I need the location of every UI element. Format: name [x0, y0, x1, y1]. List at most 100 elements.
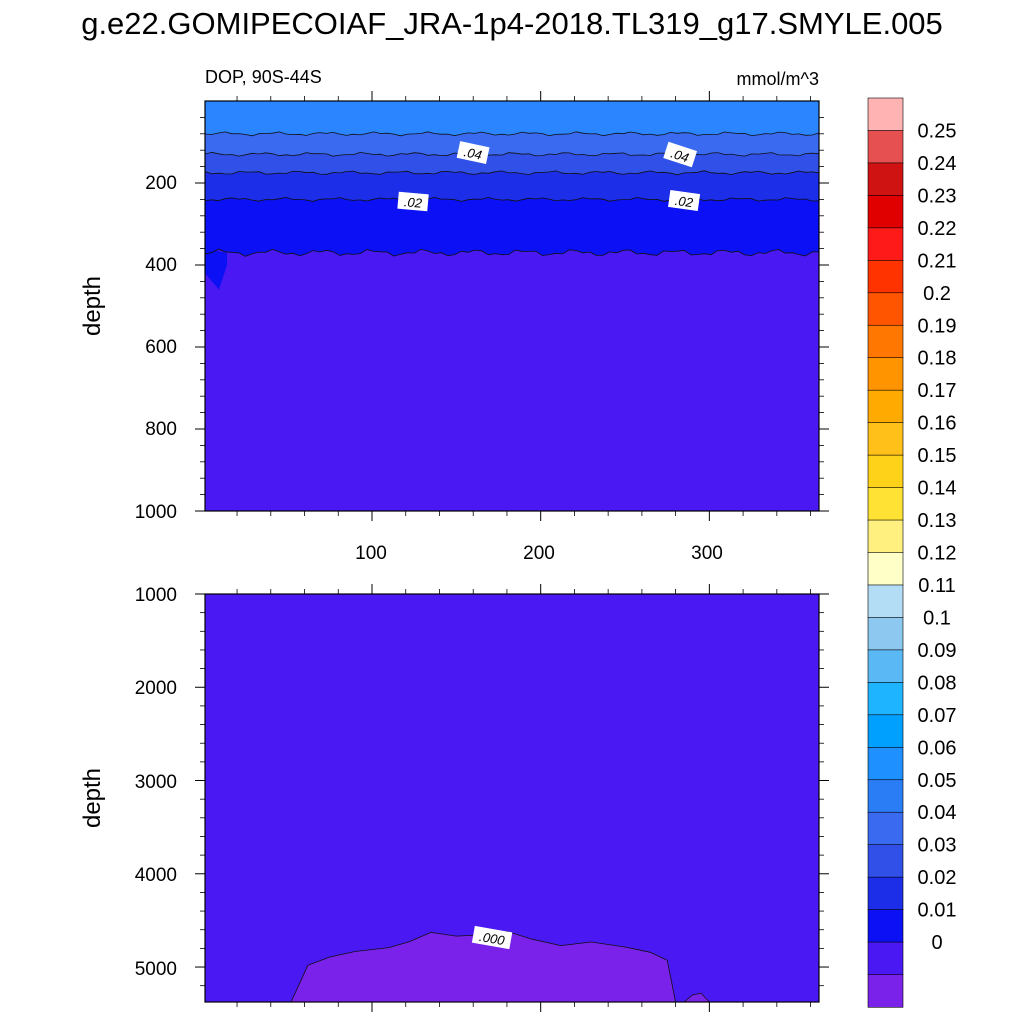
colorbar-label: 0.24 — [918, 153, 957, 175]
contour-line — [204, 131, 820, 137]
colorbar-box — [867, 552, 904, 586]
colorbar-box — [867, 324, 904, 359]
colorbar-box — [867, 97, 904, 132]
upper-ylabel: depth — [79, 276, 106, 336]
colorbar-label: 0.14 — [918, 478, 957, 500]
colorbar-box — [867, 584, 904, 619]
colorbar-box — [867, 779, 904, 813]
upper-bands — [205, 101, 819, 512]
colorbar-box — [867, 227, 904, 261]
lower-ytick-label: 4000 — [135, 865, 177, 886]
colorbar-label: 0.03 — [918, 835, 957, 857]
svg-text:.04: .04 — [462, 144, 483, 162]
colorbar-box — [867, 260, 904, 294]
colorbar-box — [867, 454, 904, 489]
colorbar-box — [867, 292, 904, 326]
colorbar-label: 0.18 — [918, 348, 957, 370]
contour-line — [204, 151, 820, 157]
colorbar-label: 0 — [931, 932, 942, 954]
colorbar-box — [867, 422, 904, 456]
lower-ytick-label: 3000 — [135, 772, 177, 793]
colorbar-box — [867, 844, 904, 878]
colorbar-box — [867, 746, 904, 781]
colorbar-label: 0.22 — [918, 218, 957, 240]
variable-label: DOP, 90S-44S — [205, 67, 322, 87]
contour-label: .02 — [397, 191, 429, 212]
units-label: mmol/m^3 — [737, 69, 819, 89]
contour-label: .04 — [663, 141, 698, 168]
colorbar-box — [867, 811, 904, 846]
main-title: g.e22.GOMIPECOIAF_JRA-1p4-2018.TL319_g17… — [81, 6, 943, 41]
colorbar-label: 0.16 — [918, 413, 957, 435]
colorbar-label: 0.02 — [918, 867, 957, 889]
colorbar-label: 0.05 — [918, 770, 957, 792]
upper-contour-lines — [204, 131, 820, 257]
contour-label: .000 — [471, 925, 513, 950]
colorbar: 0.25 0.24 0.23 0.22 0.21 0.2 0.19 0.18 0.17 0.16 0… — [867, 97, 957, 1008]
contour-label: .02 — [668, 189, 701, 212]
colorbar-label: 0.12 — [918, 543, 957, 565]
upper-ticks — [195, 91, 829, 521]
colorbar-labels: 0.25 0.24 0.23 0.22 0.21 0.2 0.19 0.18 0.17 0.16 0… — [918, 121, 957, 955]
lower-ytick-label: 5000 — [135, 959, 177, 980]
upper-frame — [204, 100, 820, 512]
colorbar-boxes — [867, 97, 904, 1008]
svg-text:.02: .02 — [403, 194, 423, 211]
contour-line — [204, 196, 820, 202]
upper-ytick-label: 400 — [145, 255, 177, 276]
upper-ytick-label: 200 — [145, 173, 177, 194]
colorbar-label: 0.06 — [918, 737, 957, 759]
colorbar-label: 0.09 — [918, 640, 957, 662]
lower-ytick-label: 2000 — [135, 678, 177, 699]
colorbar-label: 0.11 — [918, 575, 955, 597]
colorbar-box — [867, 357, 904, 391]
colorbar-label: 0.2 — [923, 283, 951, 305]
colorbar-box — [867, 941, 904, 976]
lower-frame — [204, 593, 820, 1003]
colorbar-box — [867, 195, 904, 229]
colorbar-label: 0.08 — [918, 672, 957, 694]
colorbar-box — [867, 649, 904, 683]
svg-text:.04: .04 — [669, 146, 691, 166]
colorbar-box — [867, 519, 904, 554]
colorbar-label: 0.19 — [918, 315, 957, 337]
colorbar-label: 0.1 — [923, 607, 951, 629]
contour-label: .04 — [456, 141, 490, 164]
lower-bands — [205, 594, 819, 1003]
colorbar-box — [867, 130, 904, 164]
colorbar-box — [867, 909, 904, 943]
lower-ticks — [195, 584, 829, 1012]
colorbar-label: 0.21 — [918, 250, 957, 272]
colorbar-box — [867, 876, 904, 911]
colorbar-label: 0.07 — [918, 705, 957, 727]
colorbar-label: 0.13 — [918, 510, 957, 532]
upper-ytick-label: 600 — [145, 337, 177, 358]
upper-xtick-label: 300 — [691, 543, 723, 564]
lower-panel: depth 1000 2000 3000 4000 5000 .000 — [79, 584, 829, 1012]
depth-band — [205, 249, 819, 511]
contour-line — [204, 248, 820, 257]
colorbar-box — [867, 682, 904, 716]
upper-xtick-label: 100 — [355, 543, 387, 564]
colorbar-label: 0.04 — [918, 802, 957, 824]
colorbar-label: 0.15 — [918, 445, 957, 467]
colorbar-box — [867, 714, 904, 748]
colorbar-box — [867, 389, 904, 424]
depth-band-detail — [205, 248, 227, 290]
colorbar-label: 0.17 — [918, 380, 957, 402]
upper-ytick-label: 1000 — [135, 502, 177, 523]
colorbar-label: 0.25 — [918, 121, 957, 143]
colorbar-box — [867, 974, 904, 1008]
contour-line — [204, 170, 820, 176]
svg-text:.02: .02 — [674, 193, 695, 210]
colorbar-box — [867, 617, 904, 651]
colorbar-box — [867, 487, 904, 521]
svg-text:.000: .000 — [478, 929, 506, 948]
lower-ytick-label: 1000 — [135, 585, 177, 606]
lower-ylabel: depth — [79, 768, 106, 828]
upper-panel: DOP, 90S-44S mmol/m^3 depth 200 400 600 … — [79, 67, 829, 564]
upper-ytick-label: 800 — [145, 419, 177, 440]
colorbar-label: 0.23 — [918, 185, 957, 207]
colorbar-box — [867, 162, 904, 196]
